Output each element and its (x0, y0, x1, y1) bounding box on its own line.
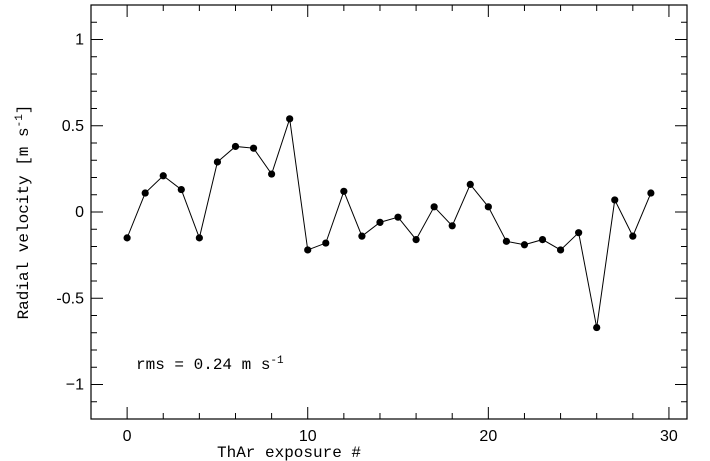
y-axis-title-main: Radial velocity [m s (15, 127, 33, 319)
tick-labels: 0 10 20 30 1 0.5 0 -0.5 −1 (56, 32, 678, 446)
data-point (484, 203, 492, 211)
x-tick-label: 0 (123, 428, 132, 445)
data-point (340, 187, 348, 195)
data-point (322, 239, 330, 247)
x-tick-label: 30 (660, 428, 678, 445)
data-point (412, 236, 420, 244)
data-point (520, 241, 529, 249)
x-tick-label: 10 (299, 428, 317, 445)
data-point (249, 144, 258, 152)
data-point (502, 237, 510, 245)
data-point (647, 189, 655, 197)
data-point (231, 142, 240, 151)
x-tick-label: 20 (479, 428, 497, 445)
data-point (593, 323, 601, 332)
data-point (556, 246, 565, 254)
data-point (213, 158, 222, 166)
data-point (123, 234, 131, 242)
y-axis-title-sup: -1 (14, 114, 26, 128)
data-point (538, 236, 547, 244)
data-point (611, 196, 619, 204)
data-point (629, 232, 637, 240)
data-points (123, 115, 655, 332)
data-point (575, 229, 583, 237)
y-tick-label: 1 (75, 32, 84, 49)
data-point (304, 246, 312, 254)
y-tick-label: -0.5 (56, 290, 84, 307)
data-point (448, 222, 456, 230)
data-point (177, 185, 185, 194)
data-point (141, 189, 149, 197)
data-point (430, 203, 438, 211)
x-axis-title: ThAr exposure # (217, 444, 361, 461)
data-point (394, 213, 402, 221)
data-point (286, 115, 294, 123)
y-tick-label: −1 (66, 377, 84, 394)
y-axis-title: Radial velocity [m s-1] (14, 105, 33, 320)
data-point (358, 232, 366, 240)
data-point (268, 170, 276, 178)
rms-annotation-main: rms = 0.24 m s (136, 356, 270, 374)
data-point (195, 234, 203, 242)
data-point (466, 180, 474, 188)
axis-ticks (91, 4, 687, 420)
y-tick-label: 0.5 (62, 118, 84, 135)
rms-annotation-sup: -1 (270, 355, 284, 367)
data-point (159, 172, 167, 180)
rms-annotation: rms = 0.24 m s-1 (136, 355, 284, 374)
y-tick-label: 0 (75, 204, 84, 221)
data-point (376, 218, 384, 226)
y-axis-title-end: ] (15, 105, 33, 115)
series-line (126, 118, 652, 328)
